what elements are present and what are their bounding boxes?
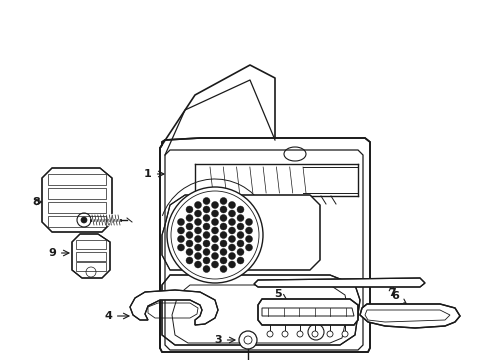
Polygon shape	[162, 275, 359, 345]
Circle shape	[194, 235, 201, 243]
Circle shape	[185, 223, 193, 230]
Circle shape	[245, 227, 252, 234]
Circle shape	[185, 257, 193, 264]
Circle shape	[203, 231, 209, 239]
Circle shape	[245, 219, 252, 225]
Text: 8: 8	[32, 197, 42, 207]
Circle shape	[177, 227, 184, 234]
Polygon shape	[160, 138, 369, 352]
Circle shape	[237, 257, 244, 264]
Text: 5: 5	[274, 289, 286, 300]
Circle shape	[220, 206, 226, 213]
Circle shape	[203, 223, 209, 230]
Circle shape	[177, 219, 184, 225]
Circle shape	[203, 198, 209, 204]
Circle shape	[185, 231, 193, 239]
Polygon shape	[162, 195, 319, 270]
Circle shape	[194, 219, 201, 225]
Circle shape	[239, 331, 257, 349]
Text: 9: 9	[48, 248, 69, 258]
Circle shape	[194, 244, 201, 251]
Circle shape	[326, 331, 332, 337]
Circle shape	[220, 223, 226, 230]
Circle shape	[237, 240, 244, 247]
Circle shape	[282, 331, 287, 337]
Circle shape	[237, 231, 244, 239]
Circle shape	[237, 248, 244, 256]
Circle shape	[203, 215, 209, 221]
Circle shape	[220, 248, 226, 256]
Circle shape	[220, 198, 226, 204]
Circle shape	[311, 331, 317, 337]
Circle shape	[220, 240, 226, 247]
Circle shape	[203, 266, 209, 273]
Circle shape	[81, 217, 87, 223]
Circle shape	[237, 223, 244, 230]
Circle shape	[194, 252, 201, 260]
Circle shape	[211, 219, 218, 225]
Polygon shape	[130, 290, 218, 325]
Circle shape	[266, 331, 272, 337]
Circle shape	[185, 215, 193, 221]
Polygon shape	[359, 304, 459, 328]
Circle shape	[211, 210, 218, 217]
Circle shape	[228, 261, 235, 268]
Circle shape	[228, 210, 235, 217]
Circle shape	[185, 206, 193, 213]
Circle shape	[237, 206, 244, 213]
Circle shape	[177, 235, 184, 243]
Circle shape	[194, 227, 201, 234]
Circle shape	[177, 244, 184, 251]
Circle shape	[228, 202, 235, 208]
Circle shape	[203, 248, 209, 256]
Circle shape	[307, 324, 324, 340]
Circle shape	[194, 261, 201, 268]
Circle shape	[185, 240, 193, 247]
Circle shape	[228, 219, 235, 225]
Circle shape	[194, 210, 201, 217]
Circle shape	[220, 215, 226, 221]
Text: 2: 2	[42, 215, 72, 225]
Polygon shape	[42, 168, 112, 232]
Circle shape	[211, 235, 218, 243]
Circle shape	[296, 331, 303, 337]
Circle shape	[228, 244, 235, 251]
Circle shape	[245, 244, 252, 251]
Circle shape	[211, 202, 218, 208]
Circle shape	[185, 248, 193, 256]
Text: 6: 6	[390, 291, 406, 305]
Circle shape	[220, 257, 226, 264]
Circle shape	[228, 235, 235, 243]
Circle shape	[237, 215, 244, 221]
Circle shape	[194, 202, 201, 208]
Circle shape	[77, 213, 91, 227]
Circle shape	[245, 235, 252, 243]
Circle shape	[203, 257, 209, 264]
Circle shape	[228, 252, 235, 260]
Circle shape	[341, 331, 347, 337]
Circle shape	[211, 227, 218, 234]
Text: 3: 3	[214, 335, 235, 345]
Text: 4: 4	[104, 311, 129, 321]
Circle shape	[211, 244, 218, 251]
Polygon shape	[72, 234, 110, 278]
Circle shape	[220, 266, 226, 273]
Text: 1: 1	[144, 169, 163, 179]
Circle shape	[203, 240, 209, 247]
Polygon shape	[253, 278, 424, 287]
Text: 7: 7	[387, 285, 395, 298]
Circle shape	[228, 227, 235, 234]
Polygon shape	[258, 299, 357, 325]
Circle shape	[211, 252, 218, 260]
Circle shape	[211, 261, 218, 268]
Circle shape	[167, 187, 263, 283]
Circle shape	[220, 231, 226, 239]
Circle shape	[203, 206, 209, 213]
